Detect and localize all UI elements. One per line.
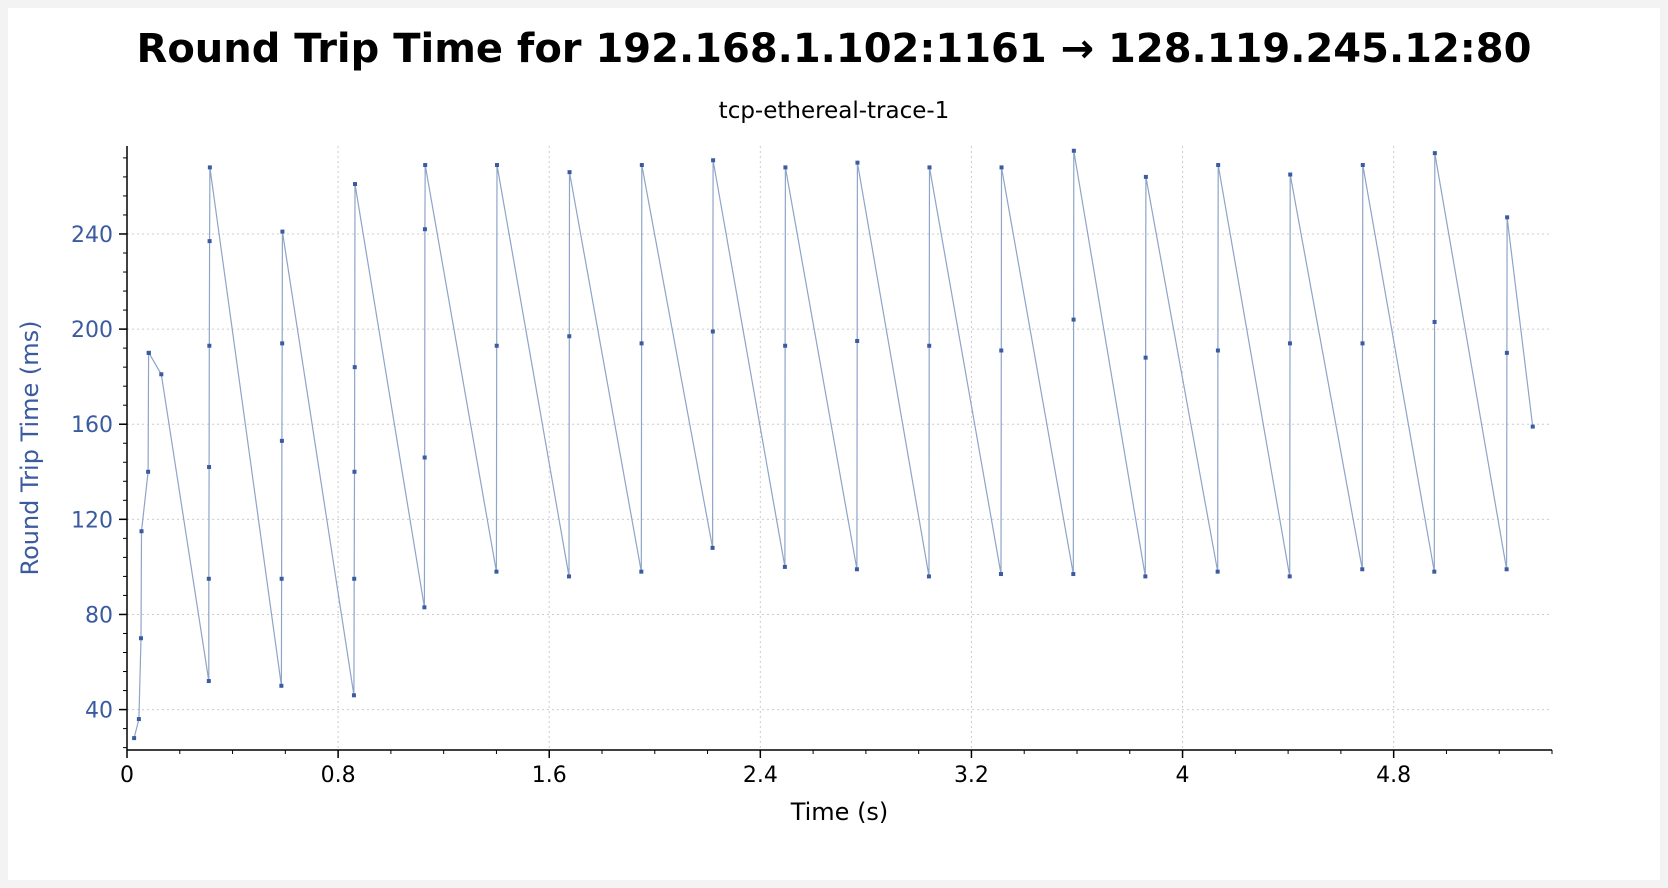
x-tick-label: 0 (120, 763, 134, 788)
data-point (207, 343, 212, 348)
data-point (139, 529, 144, 534)
data-point (1143, 355, 1148, 360)
data-point (855, 338, 860, 343)
data-point (206, 576, 211, 581)
data-point (1071, 572, 1076, 577)
data-point (136, 717, 141, 722)
x-tick-label: 3.2 (954, 763, 989, 788)
x-tick-label: 1.6 (532, 763, 567, 788)
x-tick-label: 4 (1176, 763, 1190, 788)
data-point (567, 334, 572, 339)
data-point (1530, 424, 1535, 429)
data-point (279, 576, 284, 581)
data-point (710, 329, 715, 334)
data-point (710, 545, 715, 550)
data-point (711, 158, 716, 163)
data-point (1071, 148, 1076, 153)
y-tick-label: 200 (71, 318, 113, 343)
x-tick-label: 2.4 (743, 763, 778, 788)
x-tick-label: 0.8 (321, 763, 356, 788)
data-point (639, 341, 644, 346)
data-point (1360, 163, 1365, 168)
data-point (1215, 348, 1220, 353)
data-point (783, 165, 788, 170)
data-point (567, 574, 572, 579)
data-point (132, 736, 137, 741)
data-point (1360, 567, 1365, 572)
y-tick-label: 240 (71, 223, 113, 248)
data-point (353, 182, 357, 187)
data-point (422, 455, 427, 460)
axes: 0 0.8 1.6 2.4 3.2 4 4.8 40 80 120 160 200 240 (71, 146, 1553, 788)
data-point (1288, 172, 1293, 177)
data-point (207, 165, 212, 170)
data-point (146, 469, 151, 474)
y-axis-title: Round Trip Time (ms) (16, 320, 44, 575)
data-point (1432, 569, 1437, 574)
data-point (422, 227, 427, 232)
data-point (927, 165, 932, 170)
axis-labels: Time (s) Round Trip Time (ms) (16, 320, 888, 826)
data-point (1143, 574, 1148, 579)
data-point (1505, 215, 1510, 220)
data-point (207, 465, 212, 470)
data-point (206, 679, 211, 684)
data-point (782, 564, 787, 569)
data-point (159, 372, 164, 377)
data-point (1360, 341, 1365, 346)
series-rtt (132, 148, 1535, 741)
data-point (494, 343, 499, 348)
plot-area: 0 0.8 1.6 2.4 3.2 4 4.8 40 80 120 160 200 240 Time (… (16, 146, 1553, 826)
data-point (1143, 174, 1148, 179)
series-line (133, 150, 1534, 739)
data-point (280, 229, 285, 234)
data-point (494, 569, 499, 574)
chart-card: Round Trip Time for 192.168.1.102:1161 →… (8, 8, 1660, 880)
y-tick-label: 160 (71, 413, 113, 438)
data-point (423, 163, 428, 168)
data-point (639, 163, 644, 168)
data-point (639, 569, 644, 574)
data-point (927, 343, 932, 348)
data-point (783, 343, 788, 348)
data-point (1504, 567, 1509, 572)
data-point (1215, 569, 1220, 574)
y-tick-label: 120 (71, 508, 113, 533)
y-tick-label: 80 (85, 603, 113, 628)
data-point (207, 239, 212, 244)
data-point (567, 170, 572, 175)
y-tick-label: 40 (85, 699, 113, 724)
data-point (999, 348, 1004, 353)
x-tick-label: 4.8 (1376, 763, 1411, 788)
grid-lines (127, 146, 1552, 750)
data-point (1071, 317, 1076, 322)
data-point (1504, 350, 1509, 355)
data-point (926, 574, 931, 579)
chart-subtitle: tcp-ethereal-trace-1 (718, 98, 950, 124)
data-point (494, 163, 499, 168)
data-point (1216, 163, 1221, 168)
data-point (1432, 151, 1437, 156)
data-point (352, 365, 357, 370)
data-point (146, 350, 151, 355)
data-point (1287, 574, 1292, 579)
data-point (138, 636, 143, 641)
data-point (352, 576, 357, 581)
data-point (352, 469, 357, 474)
data-point (1432, 319, 1437, 324)
data-point (999, 165, 1004, 170)
data-point (854, 567, 859, 572)
data-point (351, 693, 356, 698)
data-point (279, 683, 284, 688)
chart-title: Round Trip Time for 192.168.1.102:1161 →… (136, 26, 1532, 72)
data-point (855, 160, 860, 165)
data-point (279, 438, 284, 443)
x-axis-title: Time (s) (790, 798, 889, 826)
data-point (1287, 341, 1292, 346)
data-point (280, 341, 285, 346)
data-point (999, 572, 1003, 577)
data-point (422, 605, 427, 610)
